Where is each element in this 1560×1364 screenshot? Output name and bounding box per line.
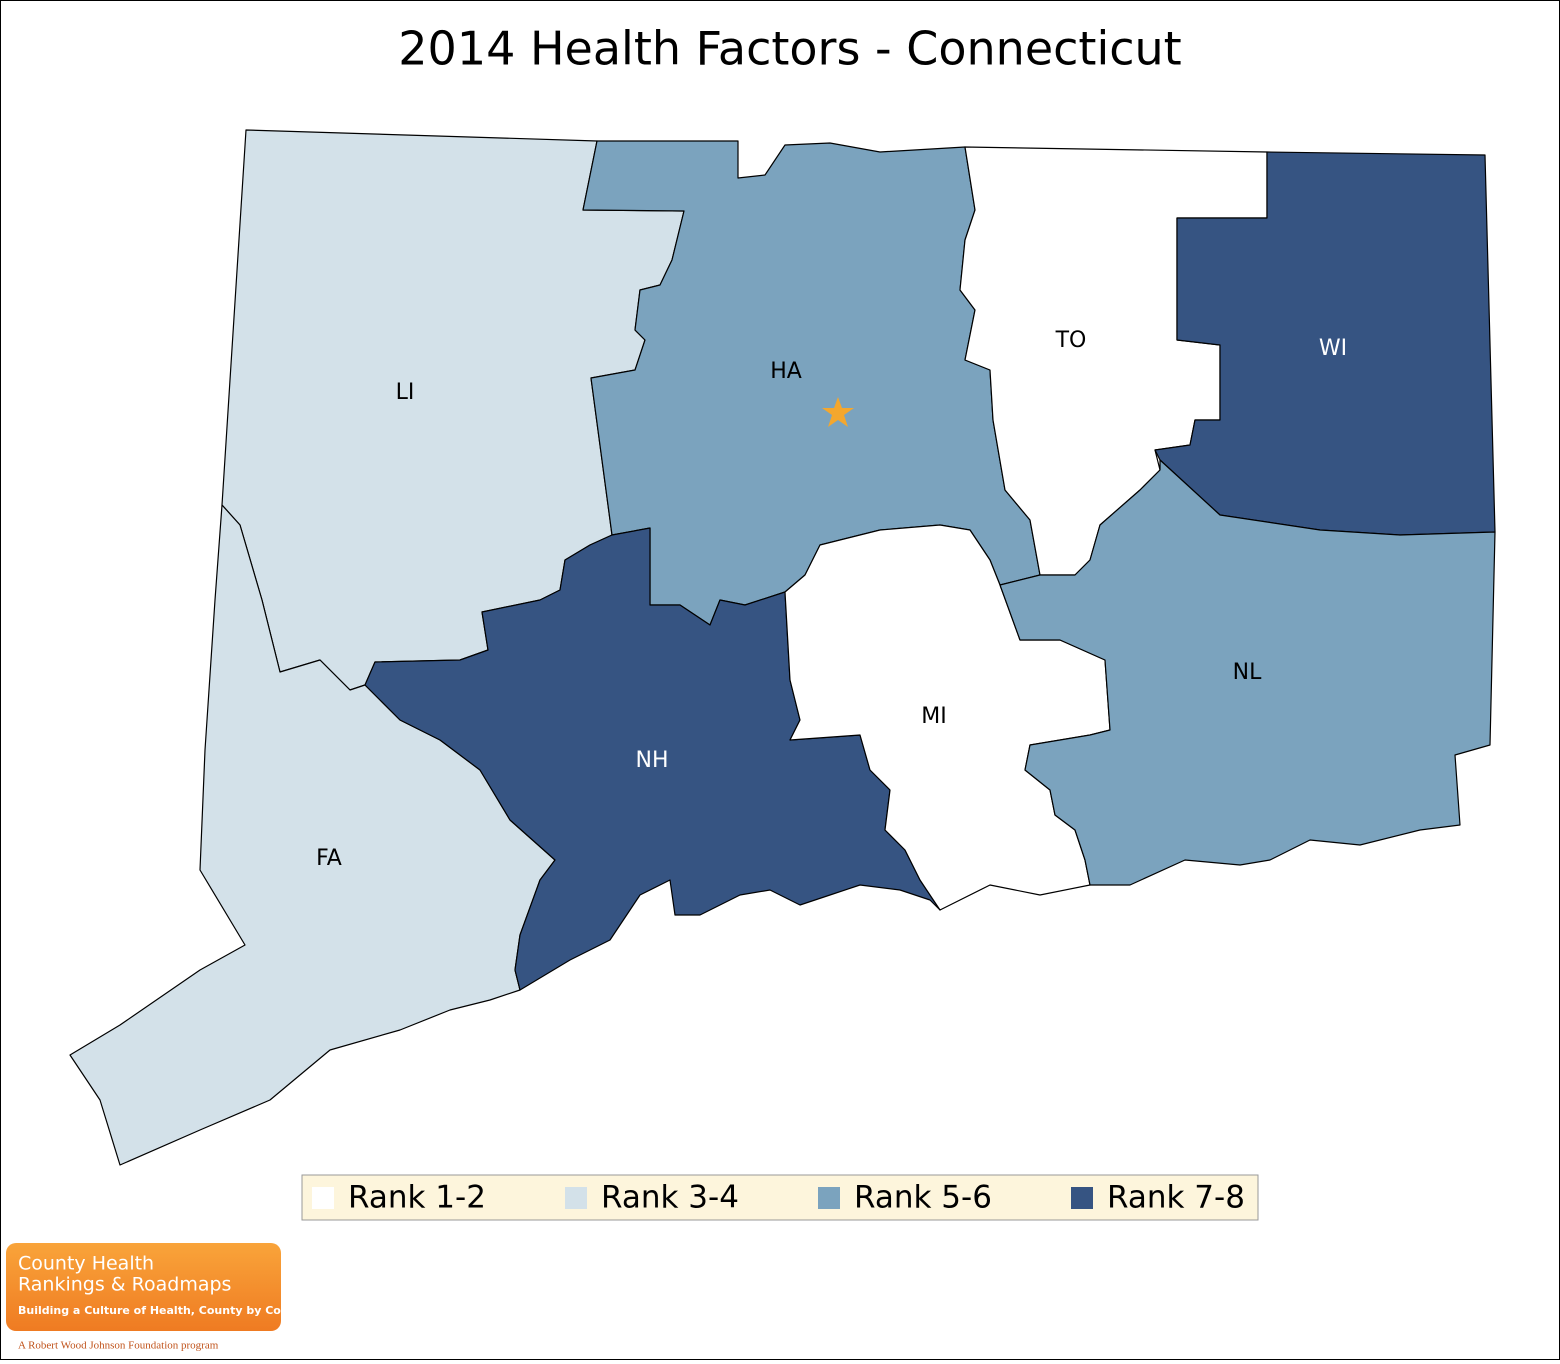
logo-line: Rankings & Roadmaps xyxy=(18,1274,231,1296)
legend-swatch xyxy=(1071,1187,1093,1209)
legend: Rank 1-2 Rank 3-4 Rank 5-6 Rank 7-8 xyxy=(312,1180,1245,1216)
logo-tagline: Building a Culture of Health, County by … xyxy=(18,1304,309,1317)
legend-swatch xyxy=(818,1187,840,1209)
county-labels: LI FA HA TO WI NH MI NL xyxy=(316,328,1347,871)
county-nl xyxy=(999,459,1496,886)
legend-swatch xyxy=(312,1187,334,1209)
county-label: TO xyxy=(1055,328,1087,353)
capital-star xyxy=(822,397,854,427)
counties xyxy=(69,129,1496,1166)
county-label: NH xyxy=(636,748,669,773)
county-label: HA xyxy=(770,359,802,384)
legend-label: Rank 5-6 xyxy=(854,1180,992,1216)
county-label: LI xyxy=(396,380,415,405)
county-label: NL xyxy=(1233,660,1262,685)
county-label: WI xyxy=(1319,336,1347,361)
map-title: 2014 Health Factors - Connecticut xyxy=(398,22,1181,76)
legend-box xyxy=(301,1174,1259,1221)
legend-label: Rank 3-4 xyxy=(601,1180,739,1216)
logo-box xyxy=(6,1243,281,1331)
legend-label: Rank 1-2 xyxy=(348,1180,486,1216)
county-label: MI xyxy=(921,704,946,729)
county-label: FA xyxy=(316,846,342,871)
legend-label: Rank 7-8 xyxy=(1107,1180,1245,1216)
logo-footer: A Robert Wood Johnson Foundation program xyxy=(18,1340,219,1352)
logo-line: County Health xyxy=(18,1253,154,1275)
legend-swatch xyxy=(565,1187,587,1209)
